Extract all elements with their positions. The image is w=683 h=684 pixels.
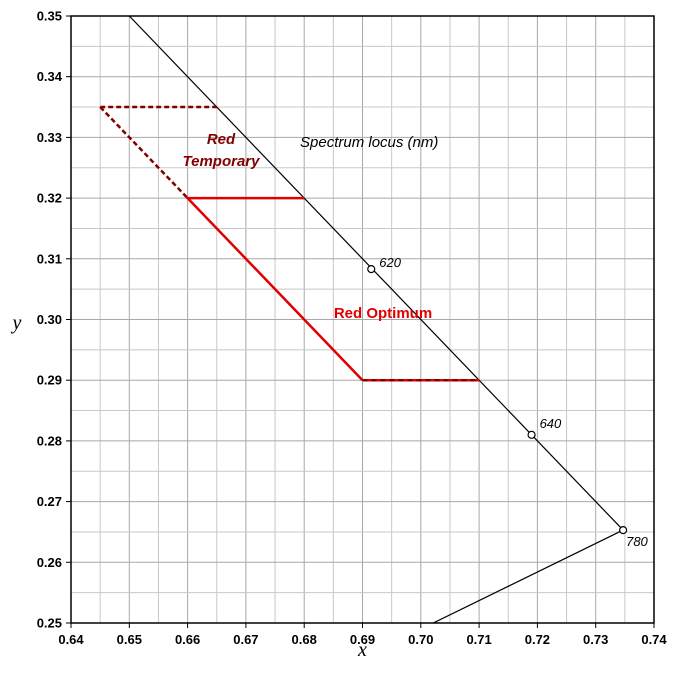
red-temporary-label-line2: Temporary <box>183 153 261 170</box>
wavelength-label: 620 <box>379 255 401 270</box>
x-tick-label: 0.68 <box>292 632 317 647</box>
wavelength-label: 780 <box>626 534 648 549</box>
x-tick-label: 0.67 <box>233 632 258 647</box>
wavelength-marker <box>367 265 376 274</box>
x-tick-label: 0.74 <box>641 632 667 647</box>
wavelength-label: 640 <box>540 416 562 431</box>
y-tick-label: 0.31 <box>37 251 62 266</box>
x-tick-label: 0.64 <box>58 632 84 647</box>
y-tick-label: 0.32 <box>37 191 62 206</box>
wavelength-marker <box>527 430 536 439</box>
wavelength-marker <box>619 526 628 535</box>
x-tick-label: 0.65 <box>117 632 142 647</box>
y-tick-label: 0.29 <box>37 373 62 388</box>
labels: 620 640 780 Spectrum locus (nm) Red Optimum R… <box>183 131 649 549</box>
x-tick-label: 0.73 <box>583 632 608 647</box>
y-tick-label: 0.34 <box>37 69 63 84</box>
red-temporary-label-line1: Red <box>207 131 236 148</box>
x-tick-label: 0.72 <box>525 632 550 647</box>
x-tick-label: 0.71 <box>466 632 491 647</box>
y-tick-label: 0.27 <box>37 494 62 509</box>
purple-line <box>431 529 624 623</box>
red-optimum-label: Red Optimum <box>334 305 432 322</box>
x-axis-label: x <box>357 639 367 661</box>
y-tick-label: 0.25 <box>37 616 62 631</box>
y-tick-label: 0.33 <box>37 130 62 145</box>
x-tick-label: 0.69 <box>350 632 375 647</box>
y-tick-label: 0.35 <box>37 9 62 24</box>
y-tick-label: 0.30 <box>37 312 62 327</box>
y-tick-label: 0.28 <box>37 433 62 448</box>
x-tick-label: 0.66 <box>175 632 200 647</box>
y-tick-label: 0.26 <box>37 555 62 570</box>
grid <box>71 16 654 623</box>
axes: 0.64 0.65 0.66 0.67 0.68 0.69 0.70 0.71 0.72 0.73… <box>11 9 668 662</box>
red-optimum-boundary <box>184 196 364 382</box>
spectrum-locus-line <box>128 16 624 531</box>
x-tick-label: 0.70 <box>408 632 433 647</box>
spectrum-locus-label: Spectrum locus (nm) <box>300 134 438 151</box>
y-axis-label: y <box>11 312 22 334</box>
red-temporary-boundary <box>99 106 189 199</box>
series <box>99 16 628 623</box>
